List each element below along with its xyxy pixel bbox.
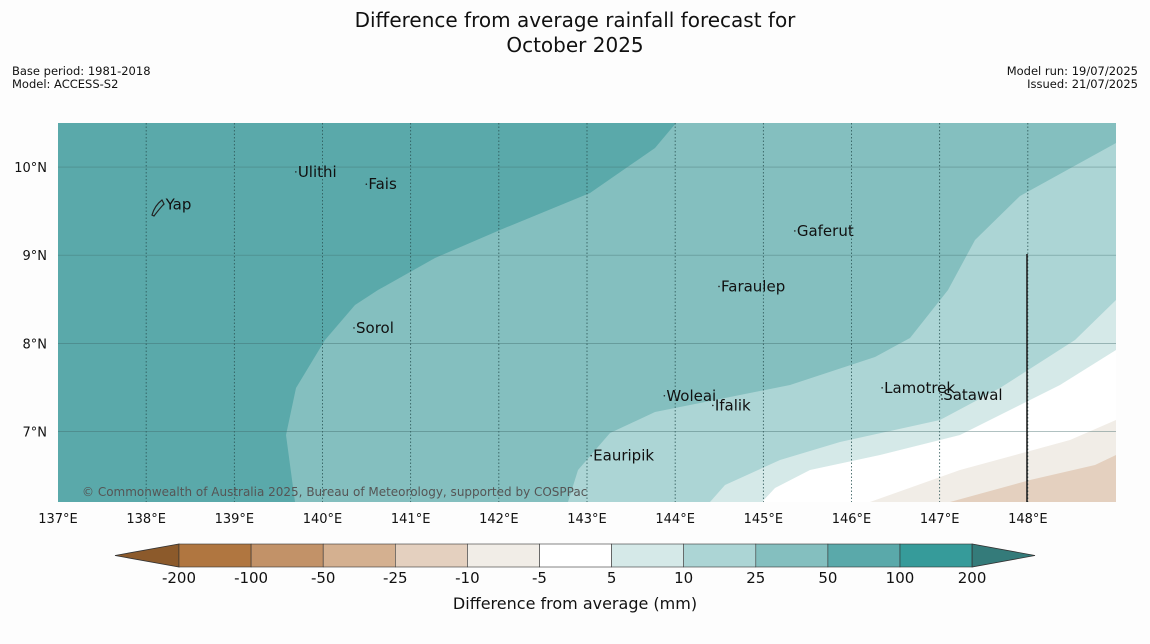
place-marker [940, 394, 942, 396]
colorbar-swatch [394, 543, 468, 568]
colorbar-tick-label: 50 [818, 569, 837, 587]
place-marker [794, 230, 796, 232]
colorbar-swatch [322, 543, 396, 568]
colorbar-label: Difference from average (mm) [452, 594, 698, 613]
colorbar-tick-label: 10 [674, 569, 693, 587]
lon-tick-label: 138°E [126, 512, 166, 527]
copyright-text: © Commonwealth of Australia 2025, Bureau… [82, 485, 587, 499]
colorbar-tick-label: 5 [607, 569, 617, 587]
place-marker [881, 387, 883, 389]
place-label-yap: Yap [165, 195, 192, 213]
lon-tick-label: 143°E [567, 512, 607, 527]
place-label-satawal: Satawal [943, 386, 1002, 404]
lon-tick-label: 148°E [1008, 512, 1048, 527]
lon-tick-label: 137°E [38, 512, 78, 527]
title-line-1: Difference from average rainfall forecas… [354, 8, 796, 32]
place-marker [712, 404, 714, 407]
colorbar-tick-label: 100 [886, 569, 915, 587]
colorbar-tick-label: -25 [383, 569, 408, 587]
title-line-2: October 2025 [506, 33, 644, 57]
lon-tick-label: 144°E [655, 512, 695, 527]
lat-tick-label: 7°N [23, 425, 48, 440]
place-label-ifalik: Ifalik [715, 396, 751, 414]
colorbar-tick-label: -10 [455, 569, 480, 587]
meta-right: Model run: 19/07/2025 Issued: 21/07/2025 [1007, 65, 1138, 91]
zone-dry-light [950, 455, 1116, 502]
colorbar-swatch [467, 543, 540, 568]
place-marker [162, 203, 165, 206]
place-label-ulithi: Ulithi [298, 163, 337, 181]
colorbar-swatch [539, 543, 612, 568]
lon-tick-label: 141°E [391, 512, 431, 527]
place-labels: Yap Ulithi Fais Gaferut Faraulep Sorol WoleaiI… [162, 163, 1003, 465]
lon-tick-label: 140°E [303, 512, 343, 527]
place-label-lamotrek: Lamotrek [884, 379, 955, 397]
place-label-woleai: Woleai [666, 387, 716, 405]
colorbar-swatch [178, 543, 252, 568]
meta-left: Base period: 1981-2018 Model: ACCESS-S2 [12, 65, 151, 91]
colorbar-extend-low [114, 543, 180, 568]
model-run-text: Model run: 19/07/2025 [1006, 64, 1138, 78]
chart-title: Difference from average rainfall forecas… [0, 8, 1150, 58]
place-marker [663, 394, 666, 397]
colorbar-swatch [250, 543, 324, 568]
place-marker [718, 285, 720, 288]
place-label-faraulep: Faraulep [721, 277, 785, 295]
colorbar-tick-label: 25 [746, 569, 765, 587]
place-label-gaferut: Gaferut [797, 222, 854, 240]
colorbar-swatch [683, 543, 757, 568]
colorbar-extend-high [971, 543, 1036, 568]
colorbar-tick-label: -100 [234, 569, 268, 587]
axis-labels: 137°E 138°E 139°E 140°E 141°E 142°E 143°E 144°E… [14, 161, 1047, 527]
colorbar-swatch [899, 543, 973, 568]
colorbar-swatch [827, 543, 901, 568]
colorbar-tick-label: -200 [162, 569, 196, 587]
lat-tick-label: 9°N [23, 249, 48, 264]
colorbar-tick-label: -5 [532, 569, 547, 587]
lon-tick-label: 139°E [215, 512, 255, 527]
place-marker [353, 327, 355, 329]
islet-dot [941, 398, 943, 400]
model-text: Model: ACCESS-S2 [12, 77, 119, 91]
lat-tick-label: 8°N [23, 337, 48, 352]
lon-tick-label: 146°E [832, 512, 872, 527]
colorbar: -200 -100 -50 -25 -10 -5 5 10 25 50 100 200 [114, 543, 1036, 587]
issued-text: Issued: 21/07/2025 [1027, 77, 1138, 91]
lon-tick-label: 147°E [920, 512, 960, 527]
colorbar-tick-label: -50 [311, 569, 336, 587]
place-marker [590, 454, 592, 457]
place-label-sorol: Sorol [356, 319, 394, 337]
place-marker [365, 183, 368, 186]
lat-tick-label: 10°N [14, 161, 47, 176]
lon-tick-label: 142°E [479, 512, 519, 527]
lon-tick-label: 145°E [744, 512, 784, 527]
base-period-text: Base period: 1981-2018 [12, 64, 151, 78]
colorbar-swatch [611, 543, 684, 568]
colorbar-tick-label: 200 [958, 569, 987, 587]
graticule [58, 123, 1116, 502]
place-label-eauripik: Eauripik [593, 447, 654, 465]
place-marker [295, 171, 297, 173]
place-label-fais: Fais [368, 175, 397, 193]
colorbar-swatch [755, 543, 829, 568]
